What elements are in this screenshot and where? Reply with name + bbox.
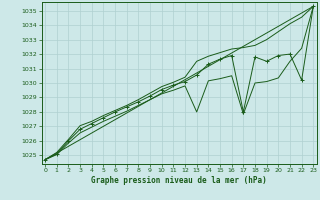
- X-axis label: Graphe pression niveau de la mer (hPa): Graphe pression niveau de la mer (hPa): [91, 176, 267, 185]
